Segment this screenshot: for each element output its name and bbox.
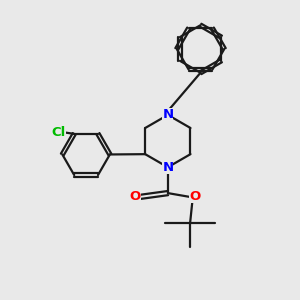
Text: Cl: Cl [52,126,66,139]
Text: N: N [162,108,173,122]
Text: N: N [162,161,173,174]
Text: O: O [130,190,141,203]
Text: O: O [189,190,200,203]
